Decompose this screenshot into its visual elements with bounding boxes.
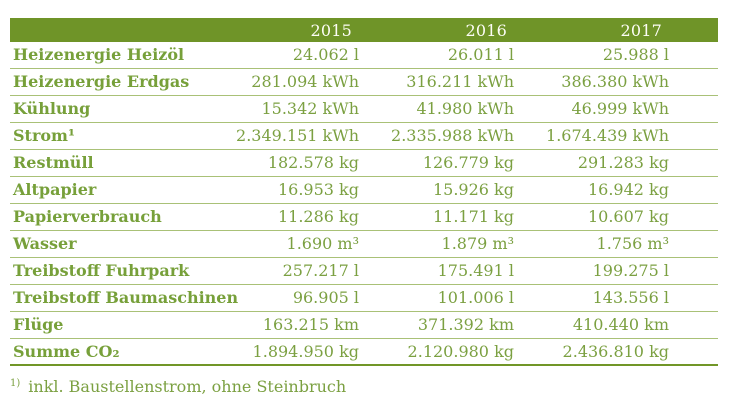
row-value-2016: 15.926 kg <box>432 180 514 199</box>
table-row: Strom¹ 2.349.151 kWh 2.335.988 kWh 1.674… <box>10 123 718 150</box>
year-column-header-2017: 2017 <box>620 20 662 40</box>
row-value-2015: 15.342 kWh <box>261 99 359 118</box>
table-row: Treibstoff Baumaschinen 96.905 l 101.006… <box>10 285 718 312</box>
table-row: Heizenergie Heizöl 24.062 l 26.011 l 25.… <box>10 42 718 69</box>
table-row: Flüge 163.215 km 371.392 km 410.440 km <box>10 312 718 339</box>
row-value-2015: 163.215 km <box>262 315 359 334</box>
row-label: Summe CO₂ <box>13 342 120 361</box>
row-value-2017: 10.607 kg <box>587 207 669 226</box>
row-value-2017: 1.674.439 kWh <box>546 126 669 145</box>
row-value-2015: 1.690 m³ <box>286 234 359 253</box>
row-label: Papierverbrauch <box>13 207 162 226</box>
table-row: Heizenergie Erdgas 281.094 kWh 316.211 k… <box>10 69 718 96</box>
row-value-2015: 11.286 kg <box>277 207 359 226</box>
table-row-total: Summe CO₂ 1.894.950 kg 2.120.980 kg 2.43… <box>10 339 718 366</box>
table-row: Kühlung 15.342 kWh 41.980 kWh 46.999 kWh <box>10 96 718 123</box>
row-value-2015: 257.217 l <box>282 261 359 280</box>
row-value-2016: 26.011 l <box>447 45 514 64</box>
table-header-row: 2015 2016 2017 <box>10 18 718 42</box>
footnote-marker: 1) <box>10 378 21 389</box>
row-label: Altpapier <box>13 180 97 199</box>
row-value-2016: 175.491 l <box>437 261 514 280</box>
table-row: Wasser 1.690 m³ 1.879 m³ 1.756 m³ <box>10 231 718 258</box>
row-value-2016: 1.879 m³ <box>441 234 514 253</box>
row-value-2017: 25.988 l <box>602 45 669 64</box>
row-value-2017: 143.556 l <box>592 288 669 307</box>
row-label: Wasser <box>13 234 77 253</box>
row-value-2017: 410.440 km <box>572 315 669 334</box>
row-value-2015: 24.062 l <box>292 45 359 64</box>
row-value-2015: 281.094 kWh <box>251 72 359 91</box>
row-label: Kühlung <box>13 99 91 118</box>
row-label: Treibstoff Fuhrpark <box>13 261 190 280</box>
row-value-2017: 386.380 kWh <box>561 72 669 91</box>
row-value-2015: 2.349.151 kWh <box>236 126 359 145</box>
table-row: Treibstoff Fuhrpark 257.217 l 175.491 l … <box>10 258 718 285</box>
row-value-2017: 46.999 kWh <box>571 99 669 118</box>
consumption-table: 2015 2016 2017 Heizenergie Heizöl 24.062… <box>10 18 718 366</box>
row-value-2016: 41.980 kWh <box>416 99 514 118</box>
row-value-2017: 1.756 m³ <box>596 234 669 253</box>
row-value-2017: 291.283 kg <box>577 153 669 172</box>
year-column-header-2016: 2016 <box>465 20 507 40</box>
row-value-2017: 2.436.810 kg <box>562 342 669 361</box>
row-value-2015: 96.905 l <box>292 288 359 307</box>
footnote: 1) inkl. Baustellenstrom, ohne Steinbruch <box>10 377 346 396</box>
row-value-2016: 101.006 l <box>437 288 514 307</box>
table-row: Restmüll 182.578 kg 126.779 kg 291.283 k… <box>10 150 718 177</box>
row-value-2016: 2.335.988 kWh <box>391 126 514 145</box>
row-value-2016: 11.171 kg <box>432 207 514 226</box>
row-label: Restmüll <box>13 153 94 172</box>
row-value-2016: 2.120.980 kg <box>407 342 514 361</box>
row-label: Treibstoff Baumaschinen <box>13 288 239 307</box>
row-label: Flüge <box>13 315 64 334</box>
row-value-2015: 182.578 kg <box>267 153 359 172</box>
row-value-2016: 316.211 kWh <box>406 72 514 91</box>
row-value-2015: 16.953 kg <box>277 180 359 199</box>
row-value-2016: 126.779 kg <box>422 153 514 172</box>
row-value-2017: 16.942 kg <box>587 180 669 199</box>
row-label: Heizenergie Heizöl <box>13 45 185 64</box>
footnote-text: inkl. Baustellenstrom, ohne Steinbruch <box>28 377 347 396</box>
row-value-2015: 1.894.950 kg <box>252 342 359 361</box>
row-label: Heizenergie Erdgas <box>13 72 190 91</box>
table-row: Papierverbrauch 11.286 kg 11.171 kg 10.6… <box>10 204 718 231</box>
table-row: Altpapier 16.953 kg 15.926 kg 16.942 kg <box>10 177 718 204</box>
row-value-2016: 371.392 km <box>417 315 514 334</box>
row-label: Strom¹ <box>13 126 75 145</box>
year-column-header-2015: 2015 <box>310 20 352 40</box>
row-value-2017: 199.275 l <box>592 261 669 280</box>
